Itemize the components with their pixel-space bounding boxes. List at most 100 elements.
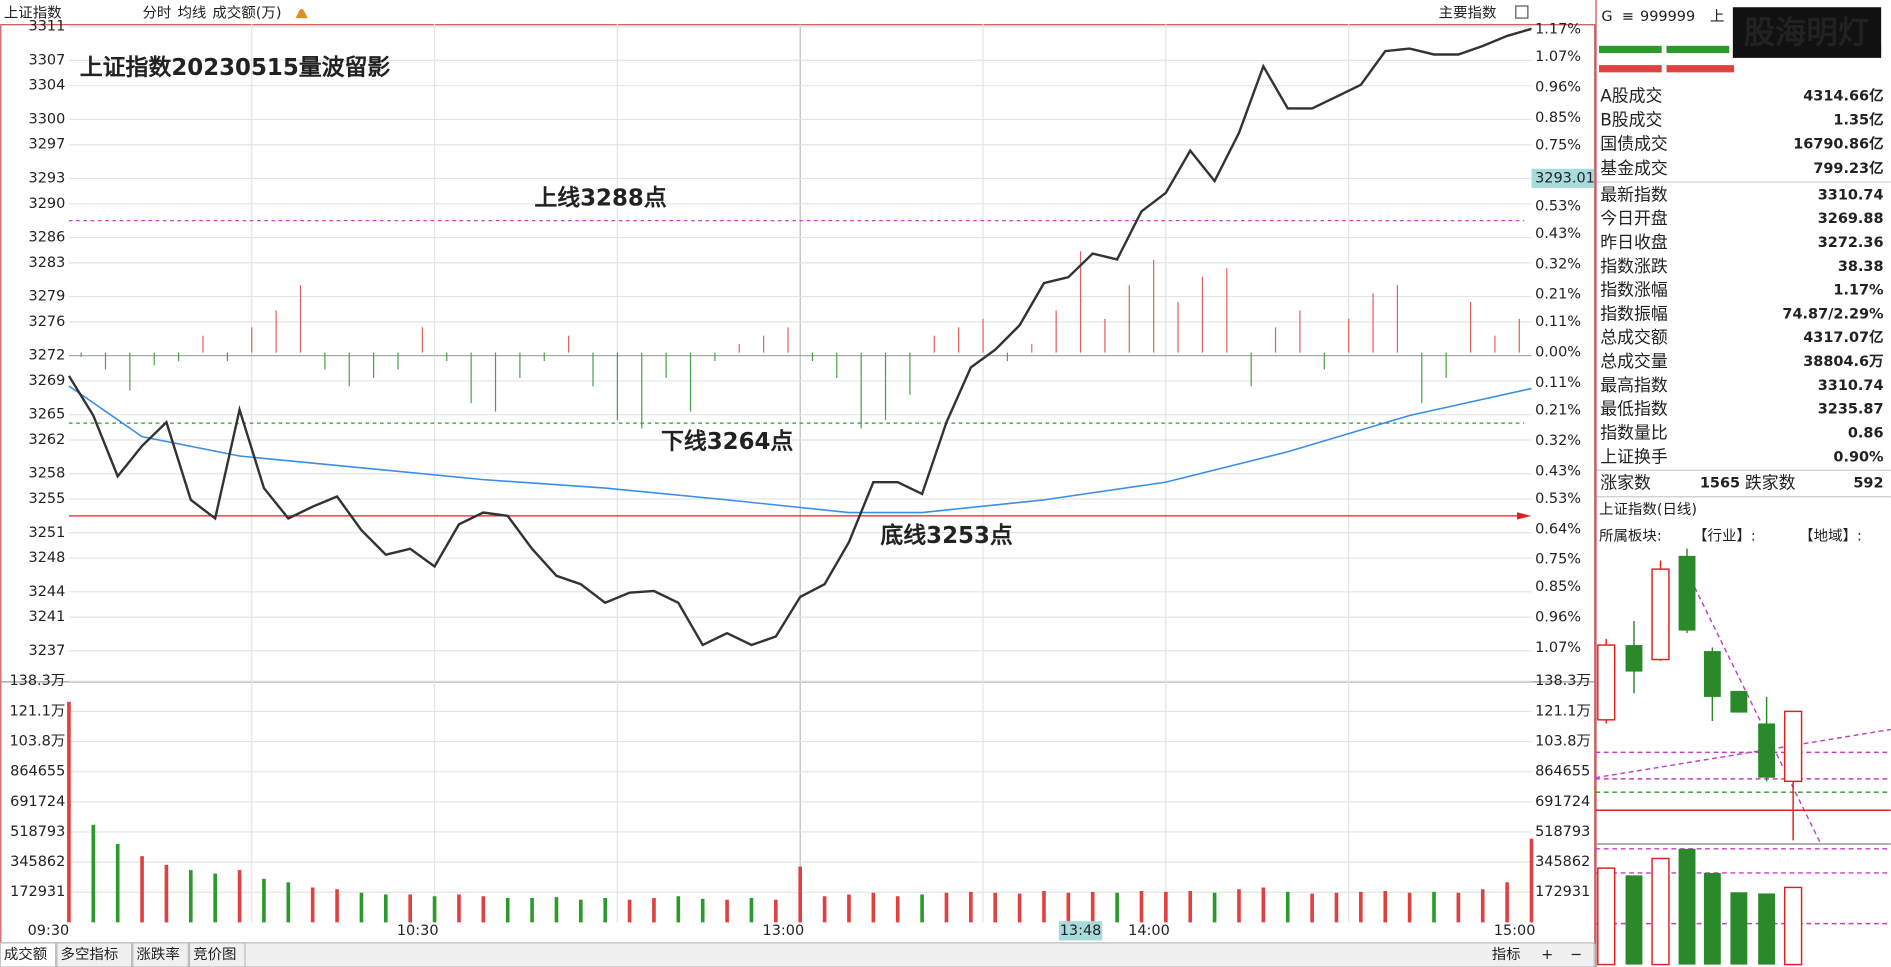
- volume-bar: [920, 894, 924, 923]
- volume-tick-label: 691724: [1535, 794, 1590, 810]
- volume-bar: [530, 897, 534, 923]
- sector-label: 【行业】:: [1693, 528, 1756, 545]
- panel-icon[interactable]: [1515, 5, 1529, 19]
- trend-line: [1679, 556, 1822, 845]
- tab-label[interactable]: 竞价图: [193, 945, 236, 963]
- y2-tick-label: 0.96%: [1535, 610, 1581, 626]
- candle: [1758, 723, 1776, 778]
- quote-label: 指数涨幅: [1600, 280, 1668, 300]
- daily-volume: [1678, 848, 1696, 965]
- top-right-label[interactable]: 主要指数: [1439, 4, 1497, 21]
- volume-bar: [384, 894, 388, 923]
- quote-label: 最低指数: [1600, 399, 1668, 419]
- average-line: [68, 385, 1532, 514]
- quote-label: 基金成交: [1600, 158, 1668, 178]
- y-tick-label: 3279: [29, 289, 66, 305]
- daily-volume: [1758, 893, 1776, 965]
- y-tick-label: 3248: [29, 550, 66, 566]
- candle: [1783, 710, 1803, 783]
- y2-tick-label: 0.32%: [1535, 256, 1581, 272]
- tab[interactable]: [56, 942, 133, 967]
- volume-tick-label: 691724: [10, 794, 65, 810]
- toolbar-item[interactable]: 成交额(万): [212, 3, 281, 21]
- tab-label[interactable]: 涨跌率: [136, 946, 179, 963]
- ratio-bar: [1666, 45, 1730, 54]
- y-tick-label: 3290: [29, 196, 66, 212]
- quote-value: 0.86: [1848, 425, 1884, 441]
- toolbar-item[interactable]: 均线: [177, 4, 206, 21]
- quote-value: 1.35亿: [1833, 111, 1883, 129]
- y2-tick-label: 0.85%: [1535, 110, 1581, 126]
- price-line: [67, 27, 1532, 647]
- toolbar-item[interactable]: 分时: [142, 4, 171, 21]
- volume-tick-label: 864655: [1535, 764, 1590, 780]
- volume-bar: [457, 894, 461, 923]
- tab-label[interactable]: 多空指标: [60, 946, 118, 963]
- y-tick-label: 3251: [29, 525, 66, 541]
- y-tick-label: 3255: [29, 491, 66, 507]
- sector-label: 【地域】:: [1799, 528, 1862, 545]
- volume-bar: [627, 899, 632, 923]
- volume-bar: [871, 892, 876, 923]
- tab[interactable]: [132, 942, 189, 967]
- volume-bar: [1505, 882, 1509, 923]
- volume-bar: [1383, 891, 1388, 923]
- candle: [1730, 690, 1748, 713]
- quote-value: 38804.6万: [1803, 353, 1883, 370]
- quote-code: 999999: [1640, 9, 1695, 25]
- y-tick-label: 3269: [29, 373, 66, 389]
- volume-bar: [91, 824, 96, 923]
- tab[interactable]: [0, 942, 57, 967]
- ratio-bar: [1666, 65, 1735, 73]
- volume-bar: [847, 894, 851, 923]
- tab-label[interactable]: 成交额: [4, 945, 48, 963]
- quote-label: 指数涨跌: [1600, 256, 1668, 276]
- x-tick-label: 14:00: [1128, 923, 1170, 939]
- sector-label: 所属板块:: [1599, 527, 1662, 545]
- y-tick-label: 3258: [29, 466, 66, 482]
- quote-value: 4317.07亿: [1803, 328, 1883, 346]
- quote-value: 4314.66亿: [1803, 86, 1883, 104]
- quote-prefix: G: [1601, 9, 1612, 25]
- y2-tick-label: 0.11%: [1535, 314, 1581, 330]
- volume-bar: [725, 899, 729, 923]
- annotation: 上线3288点: [534, 184, 666, 211]
- y-tick-label: 3272: [29, 348, 66, 364]
- y2-tick-label: 1.07%: [1535, 640, 1581, 656]
- y2-tick-label: 0.96%: [1535, 80, 1581, 96]
- ratio-bar: [1599, 45, 1662, 54]
- quote-label: 上证换手: [1600, 446, 1668, 466]
- x-tick-label: 15:00: [1494, 923, 1536, 939]
- tool-button[interactable]: −: [1570, 947, 1582, 963]
- y2-tick-label: 0.64%: [1535, 521, 1581, 537]
- quote-value: 16790.86亿: [1793, 135, 1883, 153]
- quote-label: B股成交: [1600, 110, 1662, 130]
- tool-button[interactable]: 指标: [1492, 946, 1521, 963]
- volume-tick-label: 103.8万: [1535, 734, 1591, 750]
- breadth-value: 592: [1853, 476, 1883, 492]
- volume-bar: [1456, 892, 1461, 923]
- bell-icon[interactable]: [295, 9, 308, 19]
- volume-tick-label: 345862: [1535, 854, 1590, 870]
- quote-label: 今日开盘: [1600, 208, 1668, 228]
- volume-bar: [749, 897, 754, 923]
- volume-bar: [944, 892, 949, 923]
- x-tick-label: 10:30: [397, 923, 439, 939]
- tab[interactable]: [188, 942, 246, 967]
- breadth-value: 1565: [1700, 476, 1740, 492]
- y2-tick-label: 0.75%: [1535, 552, 1581, 568]
- logo: 股海明灯: [1744, 15, 1869, 51]
- volume-bar: [1359, 891, 1363, 923]
- quote-icon: ≡: [1622, 9, 1634, 25]
- y-tick-label: 3311: [29, 19, 66, 35]
- volume-bar: [822, 896, 827, 923]
- toolbar-item[interactable]: 上证指数: [4, 4, 62, 21]
- y2-tick-label: 1.07%: [1535, 49, 1581, 65]
- chart-title: 上证指数20230515量波留影: [80, 55, 391, 81]
- volume-bar: [603, 897, 608, 923]
- volume-tick-label: 103.8万: [9, 734, 65, 750]
- tool-button[interactable]: +: [1541, 947, 1553, 963]
- quote-label: 指数振幅: [1600, 303, 1668, 323]
- y2-tick-label: 0.85%: [1535, 579, 1581, 595]
